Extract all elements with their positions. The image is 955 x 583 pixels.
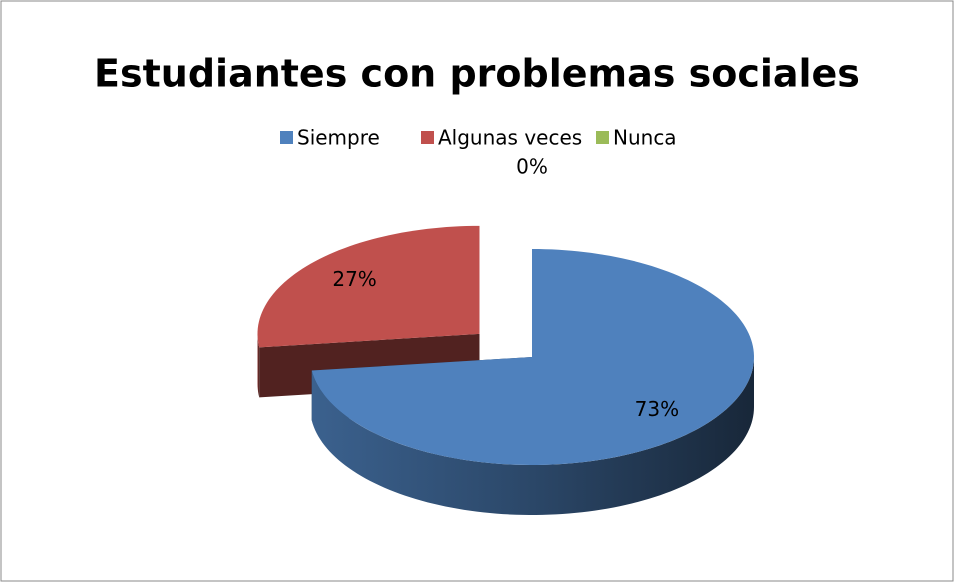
data-label: 27% (332, 267, 376, 291)
chart-title: Estudiantes con problemas sociales (94, 52, 860, 96)
legend-label: Siempre (297, 126, 380, 150)
legend-swatch (421, 131, 434, 144)
legend-label: Nunca (613, 126, 677, 150)
data-label: 0% (516, 155, 548, 179)
slice (311, 249, 754, 465)
legend-swatch (596, 131, 609, 144)
data-label: 73% (635, 397, 679, 421)
legend-label: Algunas veces (438, 126, 582, 150)
slice-side (257, 333, 260, 398)
slice-side (311, 357, 754, 515)
legend-swatch (280, 131, 293, 144)
slice (257, 225, 480, 348)
